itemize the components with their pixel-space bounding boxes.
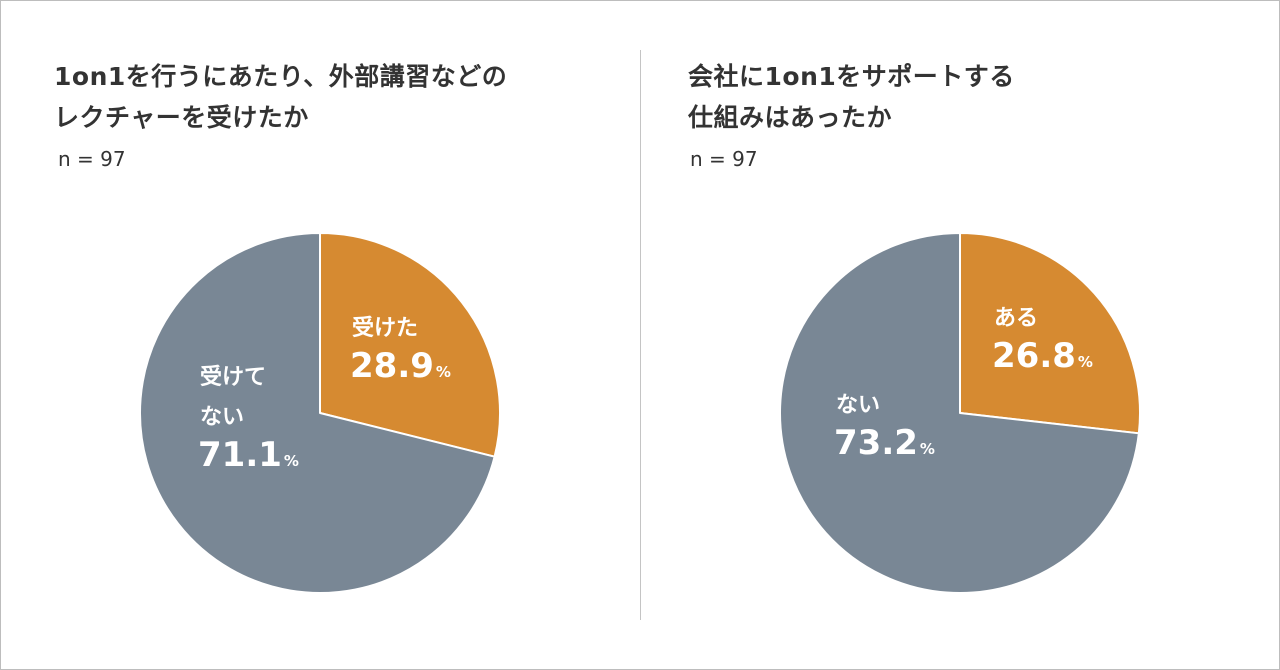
chart-title: 1on1を行うにあたり、外部講習などの レクチャーを受けたか [54,56,507,138]
pie-slice [779,232,1140,594]
slice-label: 受けた [352,315,418,341]
slice-label: ある [994,306,1038,331]
chart-title: 会社に1on1をサポートする 仕組みはあったか [688,56,1015,138]
chart-panel-lecture: 1on1を行うにあたり、外部講習などの レクチャーを受けたか n = 97 受け… [54,56,507,594]
panel-divider [640,50,641,620]
sample-size-label: n = 97 [690,147,758,171]
sample-size-label: n = 97 [58,147,126,171]
slice-label: ない [200,405,244,430]
pie-slice [959,232,1141,435]
slice-value-label: 28.9% [350,346,451,386]
chart-title-line: レクチャーを受けたか [54,103,309,132]
chart-panel-support: 会社に1on1をサポートする 仕組みはあったか n = 97 ある 26.8% ない… [640,0,1280,670]
chart-title-line: 仕組みはあったか [688,103,893,132]
pie-chart-support: ある 26.8 % ない 73.2% [779,232,1141,594]
slice-value-label: 71.1% [198,435,299,475]
pie-slice [139,232,496,594]
chart-title-line: 会社に1on1をサポートする [688,62,1015,91]
slice-label: ない [836,393,880,418]
pie-slice [319,232,501,458]
slice-value-label: 73.2% [834,423,935,463]
slice-label: 受けて [200,364,266,390]
slice-value-label: 26.8% [992,336,1093,376]
chart-title-line: 1on1を行うにあたり、外部講習などの [54,62,508,91]
